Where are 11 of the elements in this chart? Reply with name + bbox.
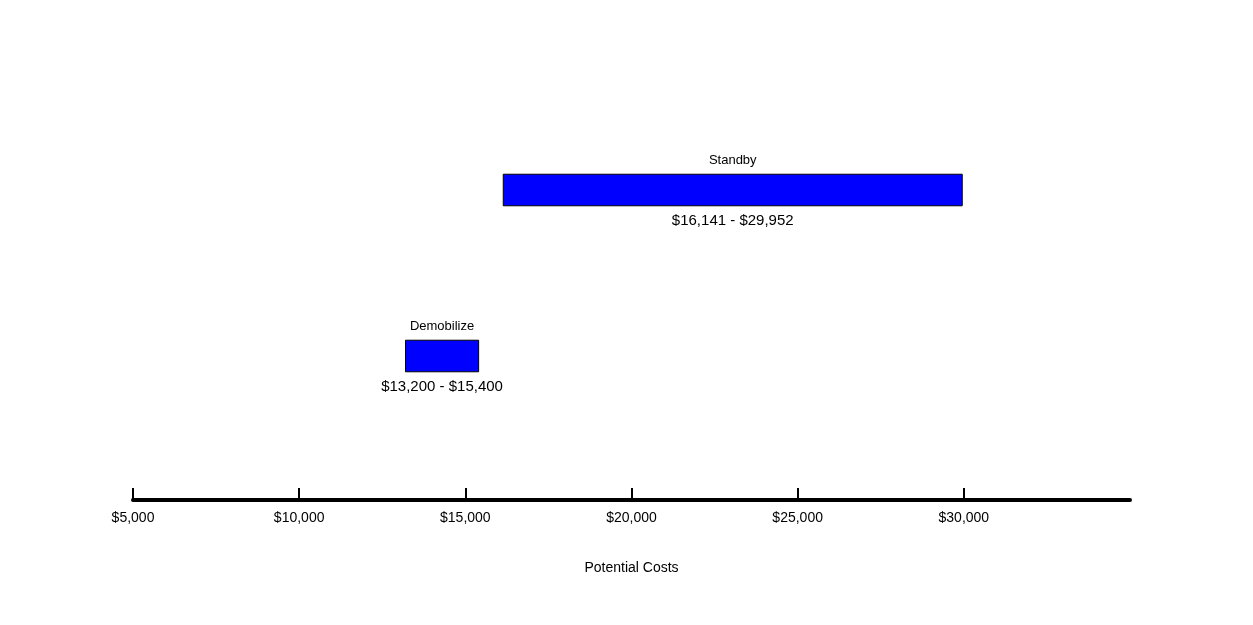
annotation: $16,141 - $29,952 xyxy=(671,210,794,228)
x-tick-label: $25,000 xyxy=(772,509,824,525)
y-tick-label: Demobilize xyxy=(409,318,475,334)
x-tick-label: $10,000 xyxy=(273,509,325,525)
x-tick-label: $15,000 xyxy=(440,509,491,525)
y-tick-label: Standby xyxy=(708,152,758,168)
x-tick-label: $20,000 xyxy=(606,509,658,525)
annotation: $13,200 - $15,400 xyxy=(381,376,503,394)
x-axis-title: Potential Costs xyxy=(584,559,679,575)
x-tick-label: $30,000 xyxy=(938,509,990,525)
x-tick-label: $5,000 xyxy=(111,509,155,525)
